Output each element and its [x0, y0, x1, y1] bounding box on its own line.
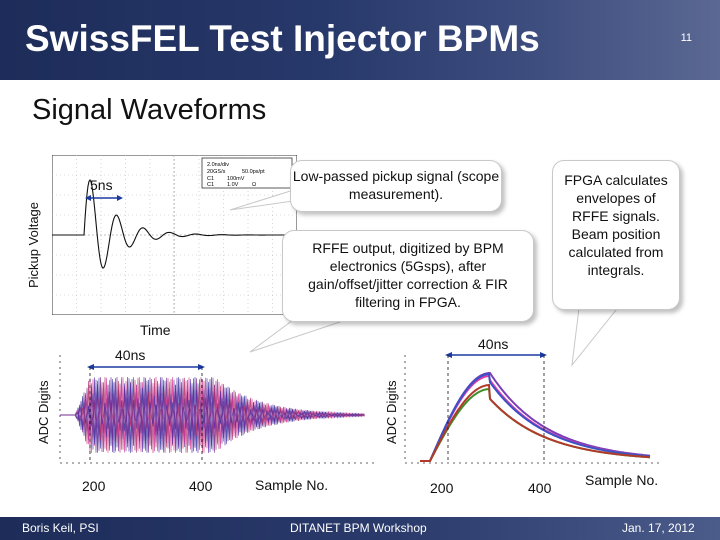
footer-event: DITANET BPM Workshop [290, 521, 427, 535]
raw-x-label: Sample No. [255, 477, 329, 493]
envelope-curves [420, 372, 651, 462]
raw-xtick-200: 200 [82, 478, 106, 494]
footer-date: Jan. 17, 2012 [622, 521, 695, 535]
raw-adc-plot [59, 355, 375, 464]
scope-readout-2: 20GS/s [207, 169, 226, 175]
raw-waveforms [60, 376, 365, 454]
footer-bar: Boris Keil, PSI DITANET BPM Workshop Jan… [0, 517, 720, 540]
title-bar: SwissFEL Test Injector BPMs 11 [0, 0, 720, 80]
scope-readout-3: 50.0ps/pt [242, 169, 265, 175]
raw-y-label: ADC Digits [36, 380, 51, 444]
scope-readout-5: 100mV [227, 176, 245, 182]
scope-callout: Low-passed pickup signal (scope measurem… [290, 160, 502, 212]
slide-title: SwissFEL Test Injector BPMs [25, 18, 540, 59]
scope-readout-8: Ω [252, 182, 256, 188]
scope-span-label: 5ns [90, 177, 113, 193]
envelope-curve-5 [420, 383, 651, 462]
scope-readout-1: 2.0ns/div [207, 162, 229, 168]
envelope-y-label: ADC Digits [384, 380, 399, 444]
envelope-x-label: Sample No. [585, 472, 659, 488]
envelope-plot [404, 352, 660, 464]
fpga-callout: FPGA calculates envelopes of RFFE signal… [552, 160, 680, 310]
scope-waveform [52, 178, 297, 269]
rffe-callout: RFFE output, digitized by BPM electronic… [282, 230, 534, 322]
envelope-span-label: 40ns [478, 336, 509, 352]
scope-x-label: Time [140, 322, 171, 338]
footer-author: Boris Keil, PSI [22, 521, 99, 535]
envelope-xtick-400: 400 [528, 480, 552, 496]
envelope-xtick-200: 200 [430, 480, 454, 496]
scope-readout-6: C1 [207, 182, 214, 188]
page-number: 11 [680, 32, 692, 44]
scope-plot: 2.0ns/div 20GS/s 50.0ps/pt C1 100mV C1 1… [52, 155, 297, 315]
raw-trace-5 [60, 376, 365, 454]
raw-xtick-400: 400 [189, 478, 213, 494]
section-heading: Signal Waveforms [32, 94, 267, 126]
scope-readout-box [201, 157, 293, 189]
envelope-curve-3 [420, 372, 651, 462]
scope-readout-7: 1.0V [227, 182, 239, 188]
scope-readout-4: C1 [207, 176, 214, 182]
raw-span-label: 40ns [115, 347, 146, 363]
